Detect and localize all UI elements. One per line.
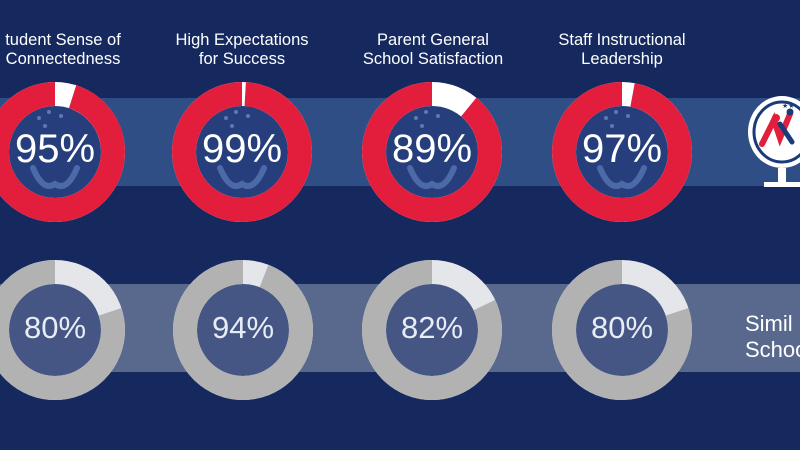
- donut-bottom-4: 80%: [550, 258, 694, 402]
- star-dot-icon: [604, 116, 608, 120]
- value-label: 97%: [581, 127, 663, 171]
- donut-center: [195, 105, 289, 199]
- header-line: Parent General: [377, 31, 489, 49]
- side-label-line: Schoo: [745, 337, 800, 362]
- star-dot-icon: [420, 124, 424, 128]
- donut-center: [8, 283, 102, 377]
- donut-bottom-1: 80%: [0, 258, 127, 402]
- donut-bottom-3: 82%: [360, 258, 504, 402]
- figure-emblem-icon: [30, 165, 80, 189]
- side-label-line: Simil: [745, 311, 793, 336]
- star-dot-icon: [47, 110, 51, 114]
- donut-value-arc: [0, 82, 125, 222]
- donut-svg: [362, 260, 502, 400]
- header-line: tudent Sense of: [5, 31, 121, 49]
- star-dot-icon: [626, 114, 630, 118]
- donut-value-arc: [362, 260, 502, 400]
- donut-value-arc: [172, 82, 312, 222]
- figure-emblem-icon: [597, 165, 647, 189]
- star-dot-icon: [224, 116, 228, 120]
- donut-top-2: 99%: [170, 80, 314, 224]
- donut-svg: [552, 82, 692, 222]
- star-dot-icon: [230, 124, 234, 128]
- star-dot-icon: [234, 110, 238, 114]
- donut-svg: [362, 82, 502, 222]
- header-line: Leadership: [581, 50, 663, 68]
- star-dot-icon: [614, 110, 618, 114]
- header-line: High Expectations: [175, 31, 309, 49]
- donut-value-arc: [552, 82, 692, 222]
- donut-svg: [172, 82, 312, 222]
- donut-center: [196, 283, 290, 377]
- star-dot-icon: [414, 116, 418, 120]
- star-dot-icon: [59, 114, 63, 118]
- donut-top-1: 95%: [0, 80, 127, 224]
- header-line: for Success: [198, 50, 286, 68]
- donut-svg: [0, 260, 125, 400]
- figure-emblem-icon: [407, 165, 457, 189]
- star-dot-icon: [246, 114, 250, 118]
- header-line: Connectedness: [5, 50, 121, 68]
- star-dot-icon: [610, 124, 614, 128]
- star-dot-icon: [37, 116, 41, 120]
- value-label: 99%: [201, 127, 283, 171]
- donut-svg: [552, 260, 692, 400]
- donut-value-arc: [0, 260, 125, 400]
- donut-value-arc: [362, 82, 502, 222]
- value-label: 80%: [590, 310, 654, 345]
- donut-center: [8, 105, 102, 199]
- donut-top-4: 97%: [550, 80, 694, 224]
- similar-schools-label: Simil Schoo: [745, 311, 800, 363]
- donut-bottom-2: 94%: [171, 258, 315, 402]
- header-line: School Satisfaction: [362, 50, 504, 68]
- svg-text:★★: ★★: [782, 102, 795, 110]
- star-dot-icon: [43, 124, 47, 128]
- donut-center: [575, 283, 669, 377]
- value-label: 82%: [400, 310, 464, 345]
- figure-emblem-icon: [217, 165, 267, 189]
- donut-value-arc: [173, 260, 313, 400]
- header-staff-leadership: Staff Instructional Leadership: [532, 31, 712, 69]
- header-line: Staff Instructional: [558, 31, 686, 49]
- value-label: 89%: [391, 127, 473, 171]
- donut-top-3: 89%: [360, 80, 504, 224]
- value-label: 95%: [14, 127, 96, 171]
- donut-center: [575, 105, 669, 199]
- header-parent-satisfaction: Parent General School Satisfaction: [343, 31, 523, 69]
- donut-svg: [0, 82, 125, 222]
- header-high-expectations: High Expectations for Success: [152, 31, 332, 69]
- donut-center: [385, 105, 479, 199]
- globe-logo-icon: ★★: [740, 84, 800, 204]
- star-dot-icon: [436, 114, 440, 118]
- donut-center: [385, 283, 479, 377]
- value-label: 94%: [211, 310, 275, 345]
- star-dot-icon: [424, 110, 428, 114]
- value-label: 80%: [23, 310, 87, 345]
- donut-value-arc: [552, 260, 692, 400]
- donut-svg: [173, 260, 313, 400]
- header-connectedness: tudent Sense of Connectedness: [0, 31, 153, 69]
